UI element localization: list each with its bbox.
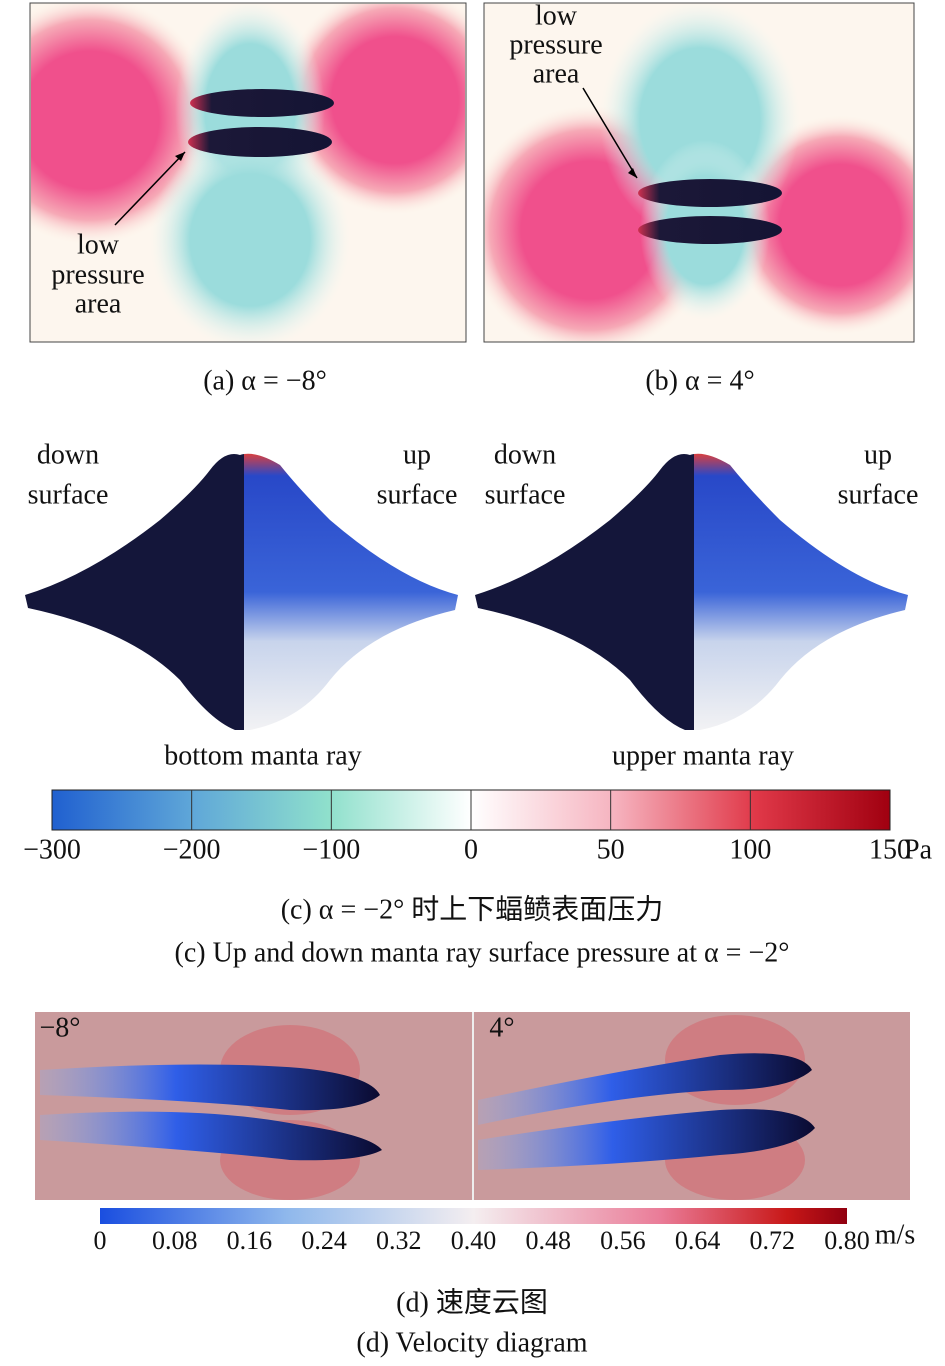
annotation: pressure <box>51 259 144 290</box>
colorbar-tick-label: 0.24 <box>301 1226 347 1255</box>
angle-label: −8° <box>40 1012 81 1043</box>
manta-name: upper manta ray <box>612 740 794 771</box>
surface-label: down <box>494 439 556 470</box>
surface-label: surface <box>28 479 109 510</box>
surface-label: surface <box>377 479 458 510</box>
colorbar-tick-label: 50 <box>597 834 625 865</box>
colorbar-tick-label: 0.56 <box>600 1226 646 1255</box>
annotation: low <box>535 0 578 31</box>
annotation: area <box>533 58 580 89</box>
caption: (d) Velocity diagram <box>356 1327 587 1358</box>
angle-label: 4° <box>489 1012 514 1043</box>
colorbar-unit: m/s <box>875 1219 915 1250</box>
colorbar-tick-label: 0 <box>94 1226 107 1255</box>
manta-name: bottom manta ray <box>164 740 362 771</box>
colorbar-tick-label: 0.72 <box>750 1226 796 1255</box>
caption: (c) Up and down manta ray surface pressu… <box>175 937 790 968</box>
annotation: low <box>77 229 120 260</box>
colorbar-tick-label: 0.08 <box>152 1226 198 1255</box>
colorbar-tick-label: 0.48 <box>525 1226 571 1255</box>
colorbar-tick-label: −200 <box>163 834 221 865</box>
colorbar-tick-label: 0 <box>464 834 478 865</box>
surface-label: up <box>403 439 431 470</box>
annotation: pressure <box>509 29 602 60</box>
colorbar-unit: Pa <box>904 834 933 865</box>
caption: (b) α = 4° <box>645 365 754 396</box>
colorbar-tick-label: 0.80 <box>824 1226 870 1255</box>
annotation: area <box>75 288 122 319</box>
colorbar-tick-label: 0.40 <box>451 1226 497 1255</box>
surface-label: surface <box>485 479 566 510</box>
caption: (a) α = −8° <box>203 365 327 396</box>
colorbar-tick-label: 150 <box>869 834 911 865</box>
colorbar-tick-label: 0.64 <box>675 1226 721 1255</box>
colorbar-tick-label: −100 <box>302 834 360 865</box>
surface-label: down <box>37 439 99 470</box>
colorbar-tick-label: 100 <box>729 834 771 865</box>
caption: (c) α = −2° 时上下蝠鲼表面压力 <box>281 893 664 925</box>
surface-label: up <box>864 439 892 470</box>
colorbar <box>100 1208 847 1224</box>
colorbar-tick-label: 0.32 <box>376 1226 422 1255</box>
colorbar-tick-label: 0.16 <box>227 1226 273 1255</box>
caption: (d) 速度云图 <box>396 1286 548 1318</box>
colorbar-tick-label: −300 <box>23 834 81 865</box>
surface-label: surface <box>838 479 919 510</box>
